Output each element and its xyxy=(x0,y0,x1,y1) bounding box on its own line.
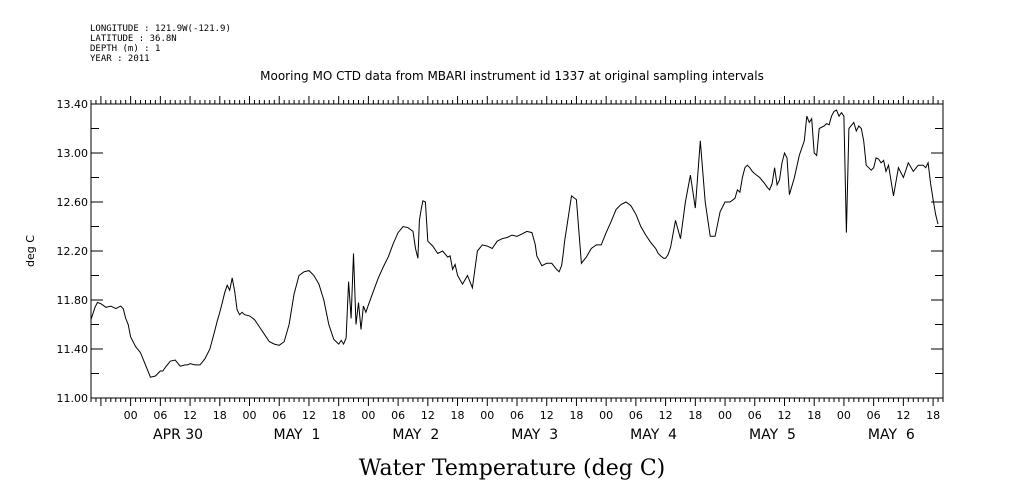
x-tick-label: 00 xyxy=(480,409,494,422)
x-day-label: MAY 6 xyxy=(868,427,915,443)
x-tick-label: 12 xyxy=(302,409,316,422)
meta-year: YEAR : 2011 xyxy=(90,54,150,64)
x-tick-label: 18 xyxy=(807,409,821,422)
y-tick-label: 13.00 xyxy=(57,147,89,160)
x-tick-label: 18 xyxy=(451,409,465,422)
metadata-block: LONGITUDE : 121.9W(-121.9) LATITUDE : 36… xyxy=(90,24,231,64)
y-tick-label: 11.80 xyxy=(57,294,89,307)
meta-latitude: LATITUDE : 36.8N xyxy=(90,34,177,44)
x-tick-label: 06 xyxy=(867,409,881,422)
y-tick-label: 12.20 xyxy=(57,245,89,258)
meta-depth: DEPTH (m) : 1 xyxy=(90,44,160,54)
x-tick-label: 12 xyxy=(777,409,791,422)
x-day-label: MAY 5 xyxy=(749,427,796,443)
x-tick-label: 18 xyxy=(926,409,940,422)
y-tick-label: 11.00 xyxy=(57,392,89,405)
x-tick-label: 00 xyxy=(837,409,851,422)
y-tick-label: 11.40 xyxy=(57,343,89,356)
x-tick-label: 06 xyxy=(391,409,405,422)
y-axis-label: deg C xyxy=(24,235,37,267)
x-day-label: APR 30 xyxy=(153,427,203,443)
x-tick-label: 06 xyxy=(153,409,167,422)
x-axis: 00 06 12 18 00 06 12 18 00 06 12 18 00 06 12 18 00 06 12 18… xyxy=(90,96,944,443)
x-tick-label: 18 xyxy=(569,409,583,422)
x-tick-label: 06 xyxy=(629,409,643,422)
x-axis-variable-label: Water Temperature (deg C) xyxy=(359,456,666,481)
x-tick-label: 06 xyxy=(748,409,762,422)
x-tick-label: 12 xyxy=(659,409,673,422)
x-tick-label: 12 xyxy=(421,409,435,422)
x-day-label: MAY 3 xyxy=(511,427,558,443)
x-tick-label: 18 xyxy=(213,409,227,422)
meta-longitude: LONGITUDE : 121.9W(-121.9) xyxy=(90,24,231,34)
x-tick-label: 18 xyxy=(688,409,702,422)
x-tick-label: 18 xyxy=(332,409,346,422)
x-tick-label: 12 xyxy=(896,409,910,422)
series-line-water-temperature xyxy=(90,109,939,378)
x-tick-label: 06 xyxy=(510,409,524,422)
chart-title: Mooring MO CTD data from MBARI instrumen… xyxy=(260,69,764,83)
y-tick-label: 13.40 xyxy=(57,98,89,111)
x-tick-label: 00 xyxy=(361,409,375,422)
y-axis: 11.00 11.40 11.80 12.20 12.60 13.00 13.40 xyxy=(57,98,943,405)
x-tick-label: 12 xyxy=(183,409,197,422)
x-day-label: MAY 4 xyxy=(630,427,677,443)
x-tick-label: 00 xyxy=(718,409,732,422)
x-tick-label: 06 xyxy=(272,409,286,422)
plot-frame xyxy=(90,103,944,399)
x-day-label: MAY 2 xyxy=(392,427,439,443)
x-tick-label: 12 xyxy=(540,409,554,422)
x-tick-label: 00 xyxy=(243,409,257,422)
x-tick-label: 00 xyxy=(599,409,613,422)
x-tick-label: 00 xyxy=(124,409,138,422)
x-day-label: MAY 1 xyxy=(273,427,320,443)
y-tick-label: 12.60 xyxy=(57,196,89,209)
